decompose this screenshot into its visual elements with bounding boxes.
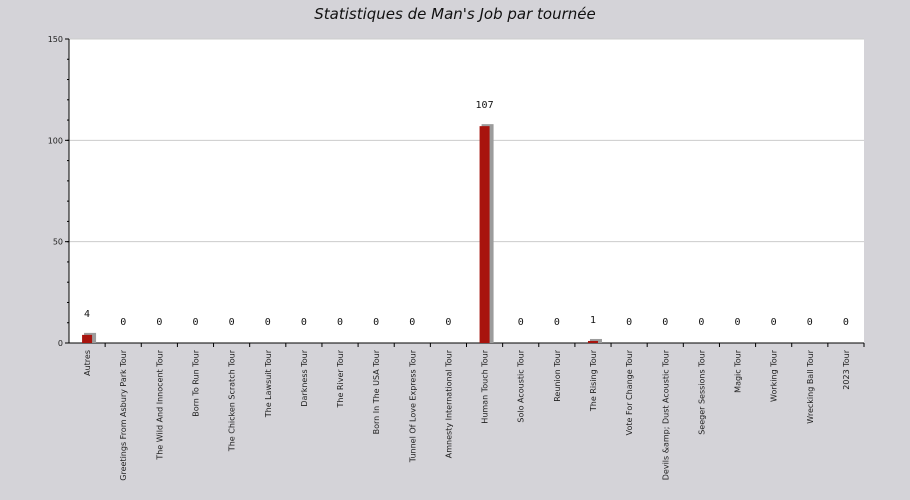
bar-value-label: 0 xyxy=(807,317,813,328)
bar-value-label: 0 xyxy=(373,317,379,328)
x-category-label: Born In The USA Tour xyxy=(372,349,381,434)
bar-value-label: 0 xyxy=(120,317,126,328)
bar-value-label: 0 xyxy=(229,317,235,328)
y-tick-label: 50 xyxy=(53,238,63,247)
x-category-label: Magic Tour xyxy=(734,349,743,393)
y-tick-label: 100 xyxy=(48,136,63,145)
bar-value-label: 0 xyxy=(518,317,524,328)
x-category-label: Autres xyxy=(83,350,92,376)
y-tick-label: 0 xyxy=(58,339,63,348)
x-category-label: Solo Acoustic Tour xyxy=(517,349,526,422)
x-category-label: Vote For Change Tour xyxy=(625,349,634,435)
y-tick-label: 150 xyxy=(48,35,63,44)
bar-value-label: 1 xyxy=(590,315,596,326)
x-category-label: The Rising Tour xyxy=(589,349,598,412)
bar-value-label: 0 xyxy=(156,317,162,328)
x-category-label: Seeger Sessions Tour xyxy=(697,349,706,434)
x-category-label: The Wild And Innocent Tour xyxy=(155,349,164,460)
bar-value-label: 107 xyxy=(476,100,494,111)
x-category-label: Greetings From Asbury Park Tour xyxy=(119,349,128,480)
x-category-label: Devils &amp; Dust Acoustic Tour xyxy=(661,349,670,480)
bar-value-label: 4 xyxy=(84,309,90,320)
bar-value-label: 0 xyxy=(445,317,451,328)
plot-area xyxy=(69,39,864,343)
bar-value-label: 0 xyxy=(554,317,560,328)
bar xyxy=(479,126,490,343)
x-category-label: Tunnel Of Love Express Tour xyxy=(408,349,417,463)
bar-value-label: 0 xyxy=(409,317,415,328)
bar xyxy=(82,334,93,343)
bar-value-label: 0 xyxy=(626,317,632,328)
x-category-label: The Chicken Scratch Tour xyxy=(228,349,237,452)
x-category-label: The River Tour xyxy=(336,349,345,408)
chart-title: Statistiques de Man's Job par tournée xyxy=(314,5,596,23)
x-category-label: Wrecking Ball Tour xyxy=(806,349,815,423)
x-category-label: Amnesty International Tour xyxy=(444,349,453,458)
x-category-label: 2023 Tour xyxy=(842,349,851,389)
x-category-label: Born To Run Tour xyxy=(191,349,200,416)
x-category-label: Darkness Tour xyxy=(300,349,309,406)
bar-value-label: 0 xyxy=(698,317,704,328)
bar xyxy=(587,340,598,343)
x-category-label: Human Touch Tour xyxy=(481,349,490,423)
bar-value-label: 0 xyxy=(771,317,777,328)
bar-value-label: 0 xyxy=(192,317,198,328)
bar-value-label: 0 xyxy=(735,317,741,328)
bar-value-label: 0 xyxy=(265,317,271,328)
bar-value-label: 0 xyxy=(843,317,849,328)
x-category-label: Working Tour xyxy=(770,349,779,402)
bar-value-label: 0 xyxy=(301,317,307,328)
bar-value-label: 0 xyxy=(337,317,343,328)
bar-value-label: 0 xyxy=(662,317,668,328)
x-category-label: Reunion Tour xyxy=(553,349,562,401)
x-category-label: The Lawsuit Tour xyxy=(264,349,273,418)
